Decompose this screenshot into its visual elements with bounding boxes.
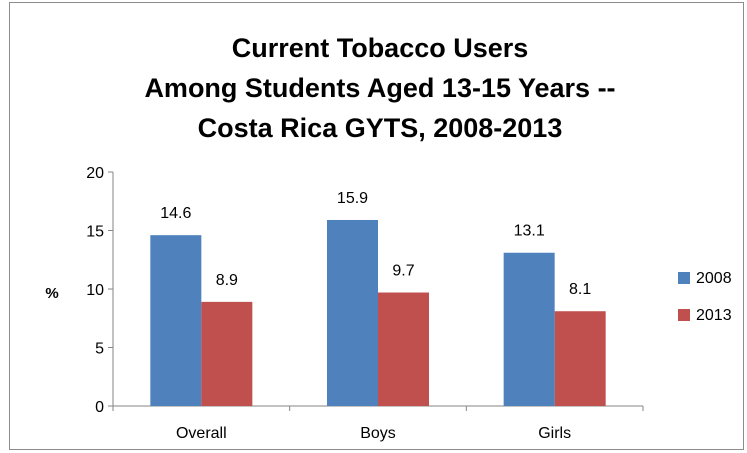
y-tick-label: 20 [86, 165, 104, 182]
bar-2008-boys [327, 219, 378, 406]
data-label: 8.1 [569, 281, 591, 298]
legend-swatch-2013 [678, 309, 690, 321]
bar-2013-girls [554, 311, 606, 406]
bar-2013-boys [378, 292, 429, 406]
legend-label-2008: 2008 [696, 270, 732, 287]
data-label: 13.1 [514, 223, 545, 240]
plot-area: 0 5 10 15 20 14.6 8.9 Overall 15.9 9.7 Boys 13.1 8.1… [86, 165, 644, 442]
bar-2008-overall [150, 235, 202, 406]
y-tick-label: 5 [95, 341, 104, 358]
y-tick-label: 15 [86, 224, 104, 241]
x-category-label: Girls [538, 425, 571, 442]
x-category-label: Boys [360, 425, 396, 442]
bar-2008-girls [503, 252, 555, 406]
chart-title-line-1: Current Tobacco Users [232, 33, 529, 63]
y-axis-label: % [45, 285, 58, 302]
data-label: 8.9 [216, 272, 238, 289]
legend-swatch-2008 [678, 272, 690, 284]
y-tick-label: 0 [95, 399, 104, 416]
y-tick-label: 10 [86, 282, 104, 299]
data-label: 15.9 [337, 190, 368, 207]
data-label: 14.6 [160, 205, 191, 222]
legend: 2008 2013 [678, 270, 732, 324]
legend-label-2013: 2013 [696, 307, 732, 324]
x-category-label: Overall [176, 425, 227, 442]
chart-title-line-3: Costa Rica GYTS, 2008-2013 [198, 113, 563, 143]
chart-title-line-2: Among Students Aged 13-15 Years -- [144, 73, 615, 103]
bar-2013-overall [201, 301, 253, 406]
data-label: 9.7 [392, 263, 414, 280]
